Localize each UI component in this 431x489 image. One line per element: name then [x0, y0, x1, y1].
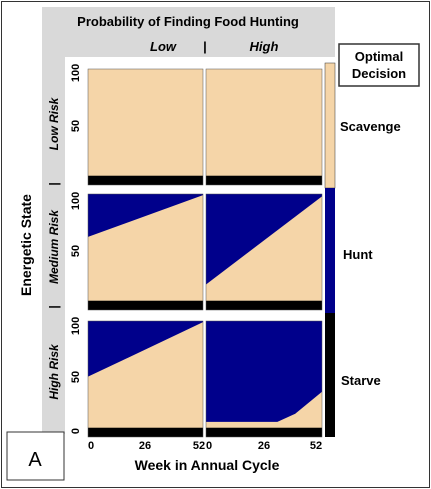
y-tick-label: 0 [70, 428, 82, 434]
legend-swatch-scavenge [324, 62, 336, 189]
panel-letter: A [28, 449, 42, 471]
y-ticks-row-1: 100 50 [70, 64, 82, 132]
panel-letter-box [6, 431, 65, 481]
y-tick-label: 100 [70, 192, 82, 210]
column-header-strip [42, 34, 335, 57]
column-header-high: High [250, 39, 279, 54]
y-axis-label: Energetic State [18, 194, 34, 296]
y-tick-label: 100 [70, 64, 82, 82]
panel-low-risk-high-border [205, 68, 323, 186]
row-separator-1: | [47, 182, 61, 185]
x-tick-label: 52 [310, 440, 322, 452]
x-tick-label: 0 [206, 440, 212, 452]
column-header-low: Low [150, 39, 177, 54]
legend-swatch-hunt [325, 188, 335, 313]
panel-high-risk-high-hunt-region [206, 321, 322, 422]
row-header-strip [42, 57, 65, 434]
legend-label-scavenge: Scavenge [340, 119, 401, 134]
panel-high-risk-low-hunt-region [88, 321, 203, 377]
panel-low-risk-high-scavenge-region [206, 69, 322, 185]
panel-low-risk-low-starve-region [88, 175, 203, 185]
y-ticks-row-2: 100 50 [70, 192, 82, 257]
legend-title-line-2: Decision [352, 66, 406, 81]
legend-swatch-starve [325, 313, 335, 437]
legend-label-hunt: Hunt [343, 247, 373, 262]
heatmap-panels [87, 68, 323, 438]
row-separator-2: | [47, 305, 61, 308]
x-axis-label: Week in Annual Cycle [135, 457, 280, 473]
panel-high-risk-low-border [87, 320, 204, 438]
chart-title: Probability of Finding Food Hunting [77, 14, 299, 29]
panel-medium-risk-low-hunt-region [88, 194, 203, 237]
row-header-medium-risk: Medium Risk [47, 209, 61, 284]
panel-high-risk-high-starve-region [206, 427, 322, 437]
x-tick-label: 26 [258, 440, 270, 452]
panel-medium-risk-high-border [205, 193, 323, 311]
panel-low-risk-high-starve-region [206, 175, 322, 185]
panel-high-risk-high-border [205, 320, 323, 438]
y-ticks-row-3: 100 50 0 [70, 317, 82, 434]
panel-medium-risk-high-starve-region [206, 300, 322, 310]
row-header-low-risk: Low Risk [47, 96, 61, 150]
legend-title-box [338, 43, 420, 87]
y-tick-label: 100 [70, 317, 82, 335]
column-separator: | [203, 39, 207, 54]
panel-low-risk-low-border [87, 68, 204, 186]
legend-label-starve: Starve [341, 373, 381, 388]
x-tick-label: 52 [193, 440, 205, 452]
row-header-high-risk: High Risk [47, 343, 61, 400]
title-strip [42, 7, 335, 34]
y-tick-label: 50 [70, 371, 82, 383]
panel-medium-risk-high-hunt-region [206, 194, 322, 285]
x-tick-label: 26 [139, 440, 151, 452]
panel-medium-risk-low-starve-region [88, 300, 203, 310]
panel-low-risk-low-scavenge-region [88, 69, 203, 185]
x-tick-label: 0 [88, 440, 94, 452]
y-tick-label: 50 [70, 245, 82, 257]
panel-high-risk-low-starve-region [88, 427, 203, 437]
panel-medium-risk-low-border [87, 193, 204, 311]
y-tick-label: 50 [70, 120, 82, 132]
legend-title-line-1: Optimal [355, 49, 403, 64]
